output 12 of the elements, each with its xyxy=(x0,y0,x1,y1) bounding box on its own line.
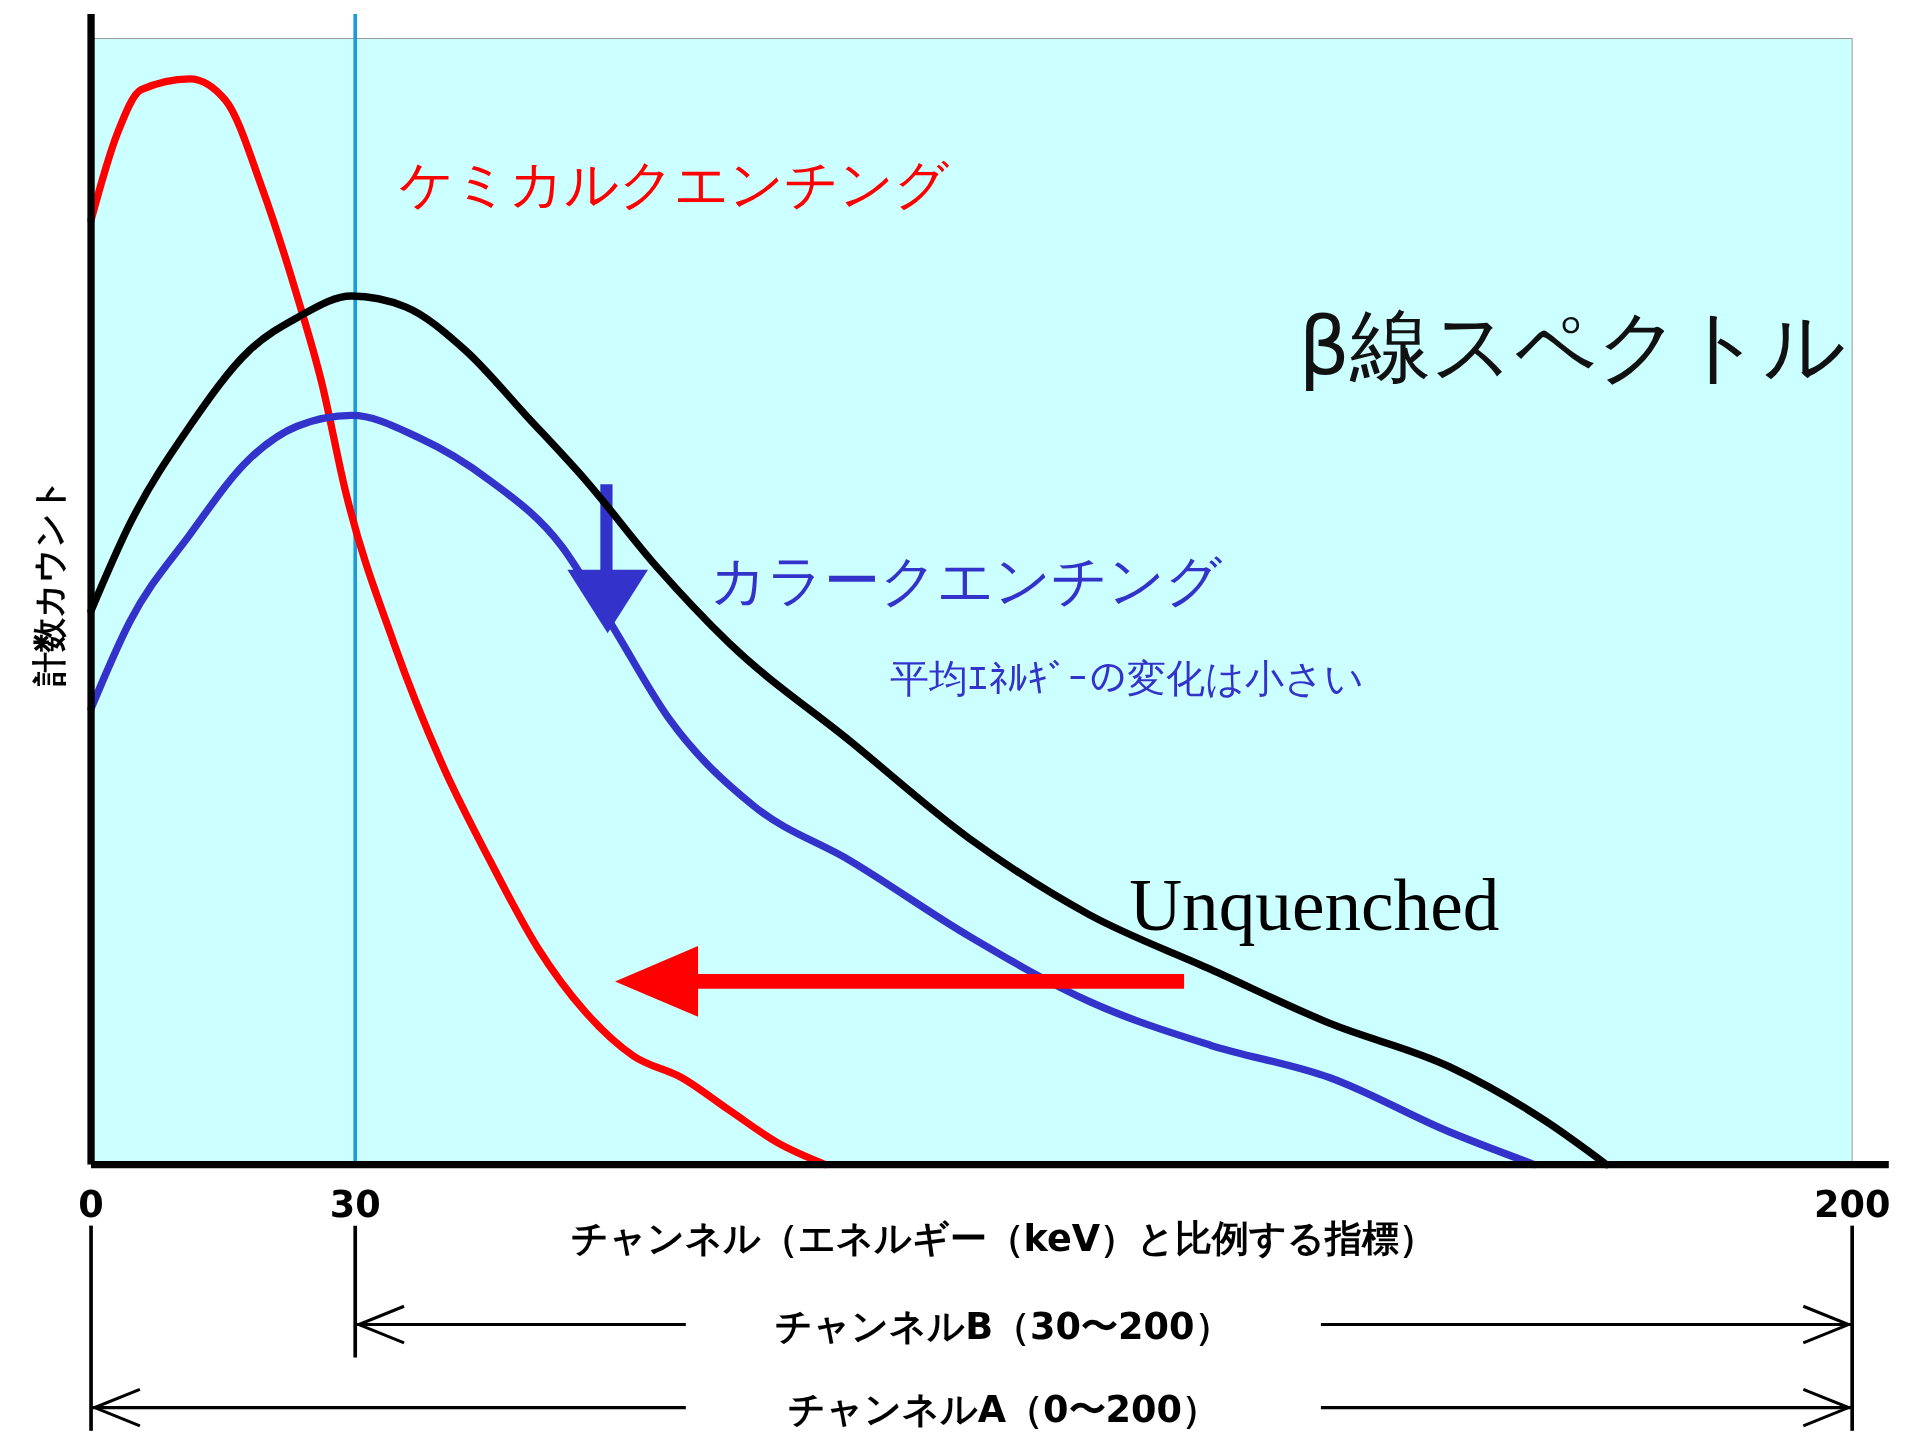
text: ケミカルクエンチング xyxy=(398,153,950,217)
text: β線スペクトル xyxy=(1298,299,1847,394)
x-tick-label: 0 xyxy=(78,1183,104,1227)
annotation: 平均ｴﾈﾙｷﾞｰの変化は小さい xyxy=(889,655,1364,701)
x-axis-title: チャンネル（エネルギー（keV）と比例する指標） xyxy=(570,1217,1437,1261)
x-tick-label: 200 xyxy=(1813,1183,1891,1227)
x-tick-label: 30 xyxy=(329,1183,381,1227)
text: チャンネルB（30〜200） xyxy=(775,1305,1232,1349)
y-axis-title: 計数カウント xyxy=(28,478,69,688)
legend-label: カラークエンチング xyxy=(710,548,1224,614)
series-label: Unquenched xyxy=(1129,865,1500,947)
text: チャンネルA（0〜200） xyxy=(787,1388,1219,1432)
